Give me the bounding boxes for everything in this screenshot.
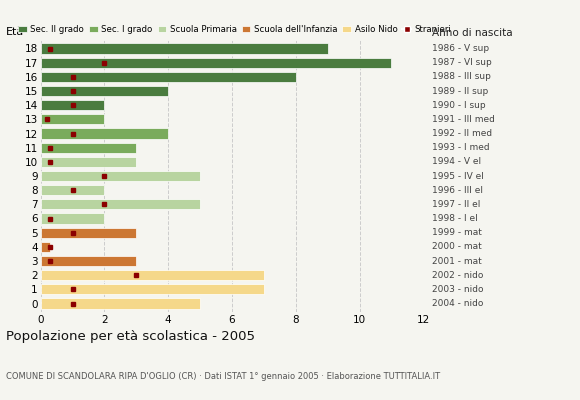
Text: 2001 - mat: 2001 - mat xyxy=(432,256,482,266)
Text: 1992 - II med: 1992 - II med xyxy=(432,129,492,138)
Text: Età: Età xyxy=(6,27,24,37)
Bar xyxy=(41,157,136,167)
Text: 1998 - I el: 1998 - I el xyxy=(432,214,478,223)
Text: 1995 - IV el: 1995 - IV el xyxy=(432,172,484,180)
Text: 1997 - II el: 1997 - II el xyxy=(432,200,480,209)
Bar xyxy=(41,72,296,82)
Bar xyxy=(41,86,168,96)
Bar xyxy=(41,214,104,224)
Text: 2004 - nido: 2004 - nido xyxy=(432,299,484,308)
Bar xyxy=(41,298,200,309)
Bar xyxy=(41,256,136,266)
Text: 1990 - I sup: 1990 - I sup xyxy=(432,101,485,110)
Text: 1989 - II sup: 1989 - II sup xyxy=(432,86,488,96)
Text: 1994 - V el: 1994 - V el xyxy=(432,157,481,166)
Bar xyxy=(41,58,392,68)
Text: 1993 - I med: 1993 - I med xyxy=(432,143,490,152)
Bar xyxy=(41,44,328,54)
Text: 1991 - III med: 1991 - III med xyxy=(432,115,495,124)
Text: Anno di nascita: Anno di nascita xyxy=(432,28,513,38)
Text: 1986 - V sup: 1986 - V sup xyxy=(432,44,489,53)
Text: 2000 - mat: 2000 - mat xyxy=(432,242,482,251)
Bar xyxy=(41,199,200,210)
Text: 1987 - VI sup: 1987 - VI sup xyxy=(432,58,492,67)
Bar xyxy=(41,100,104,110)
Text: 2002 - nido: 2002 - nido xyxy=(432,271,484,280)
Legend: Sec. II grado, Sec. I grado, Scuola Primaria, Scuola dell'Infanzia, Asilo Nido, : Sec. II grado, Sec. I grado, Scuola Prim… xyxy=(18,25,451,34)
Text: Popolazione per età scolastica - 2005: Popolazione per età scolastica - 2005 xyxy=(6,330,255,343)
Bar xyxy=(41,142,136,153)
Bar xyxy=(41,114,104,124)
Bar xyxy=(41,270,264,280)
Text: 1999 - mat: 1999 - mat xyxy=(432,228,482,237)
Bar xyxy=(41,228,136,238)
Text: 1996 - III el: 1996 - III el xyxy=(432,186,483,195)
Bar xyxy=(41,185,104,195)
Bar xyxy=(41,171,200,181)
Bar xyxy=(41,284,264,294)
Bar xyxy=(41,128,168,139)
Text: 2003 - nido: 2003 - nido xyxy=(432,285,484,294)
Text: COMUNE DI SCANDOLARA RIPA D'OGLIO (CR) · Dati ISTAT 1° gennaio 2005 · Elaborazio: COMUNE DI SCANDOLARA RIPA D'OGLIO (CR) ·… xyxy=(6,372,440,381)
Text: 1988 - III sup: 1988 - III sup xyxy=(432,72,491,81)
Bar xyxy=(41,242,50,252)
